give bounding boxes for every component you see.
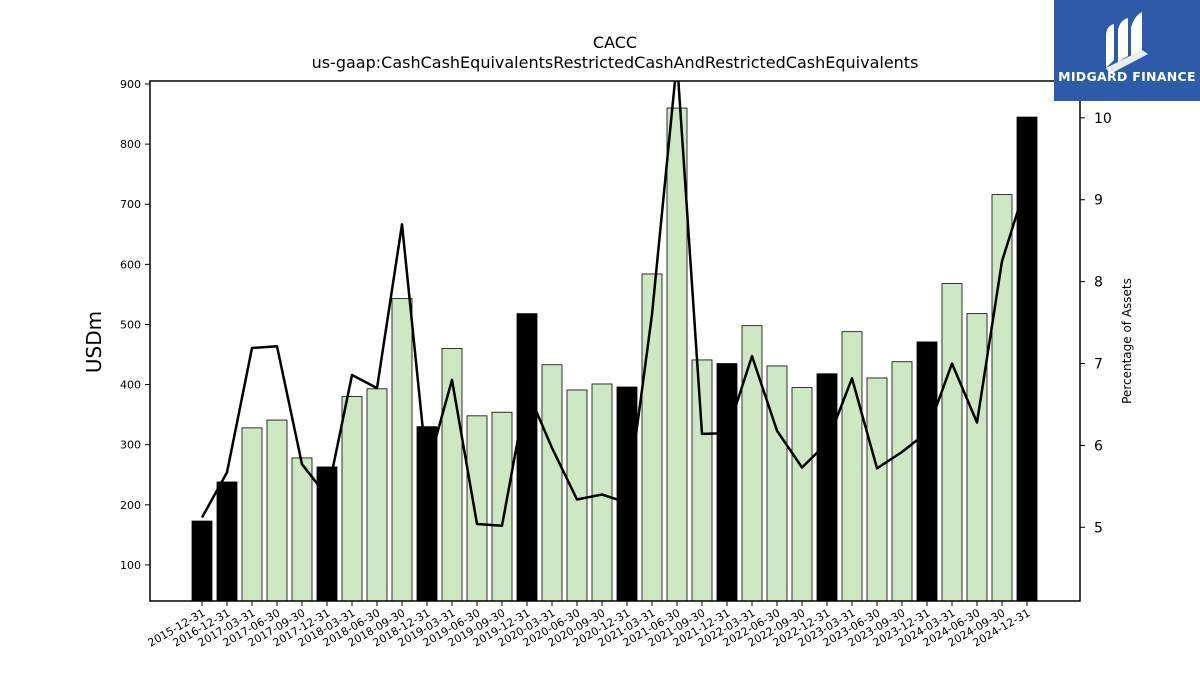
bar-quarterly <box>991 194 1013 601</box>
bar-quarterly <box>591 383 613 601</box>
y-tick-label: 600 <box>120 258 141 271</box>
bars-layer <box>191 107 1038 601</box>
y2-axis-label: Percentage of Assets <box>1120 278 1134 404</box>
bar-quarterly <box>566 389 588 601</box>
chart-subtitle: us-gaap:CashCashEquivalentsRestrictedCas… <box>312 53 919 72</box>
y-tick-label: 200 <box>120 499 141 512</box>
logo-mark-icon <box>1106 12 1148 74</box>
percentage-line <box>200 81 1029 527</box>
bar-quarterly <box>491 411 513 601</box>
bar-quarterly <box>891 361 913 601</box>
bar-quarterly <box>391 298 413 601</box>
y-axis-label: USDm <box>82 311 106 373</box>
bar-quarterly <box>291 457 313 601</box>
bar-quarterly <box>866 377 888 601</box>
y2-tick-label: 5 <box>1094 520 1103 536</box>
bar-annual <box>416 426 438 601</box>
y-tick-label: 300 <box>120 439 141 452</box>
brand-logo: MIDGARD FINANCE <box>1054 0 1200 101</box>
bar-quarterly <box>466 415 488 601</box>
bar-quarterly <box>766 365 788 601</box>
y-tick-label: 700 <box>120 198 141 211</box>
y-tick-label: 500 <box>120 318 141 331</box>
y2-tick-label: 8 <box>1094 275 1103 291</box>
bar-quarterly <box>691 359 713 601</box>
y-tick-label: 800 <box>120 138 141 151</box>
bar-quarterly <box>741 325 763 601</box>
line-layer <box>200 81 1029 527</box>
y2-tick-label: 6 <box>1094 438 1103 454</box>
bar-quarterly <box>941 283 963 601</box>
bar-annual <box>316 466 338 601</box>
y2-tick-label: 9 <box>1094 193 1103 209</box>
bar-annual <box>716 363 738 601</box>
bar-annual <box>216 481 238 601</box>
bar-quarterly <box>541 364 563 601</box>
bar-quarterly <box>341 396 363 601</box>
chart-title: CACC <box>593 33 637 52</box>
bar-quarterly <box>841 331 863 601</box>
bar-annual <box>516 313 538 601</box>
y-tick-label: 400 <box>120 379 141 392</box>
bar-quarterly <box>366 388 388 601</box>
bar-quarterly <box>966 313 988 601</box>
bar-annual <box>1016 116 1038 601</box>
y-tick-label: 100 <box>120 559 141 572</box>
y-tick-label: 900 <box>120 78 141 91</box>
bar-annual <box>916 341 938 601</box>
bar-annual <box>191 520 213 601</box>
bar-annual <box>816 373 838 601</box>
plot-frame <box>149 80 1081 602</box>
bar-quarterly <box>266 419 288 601</box>
logo-text: MIDGARD FINANCE <box>1058 69 1196 84</box>
bar-quarterly <box>791 387 813 601</box>
y2-tick-label: 10 <box>1094 111 1112 127</box>
bar-quarterly <box>241 427 263 601</box>
y2-tick-label: 7 <box>1094 357 1103 373</box>
